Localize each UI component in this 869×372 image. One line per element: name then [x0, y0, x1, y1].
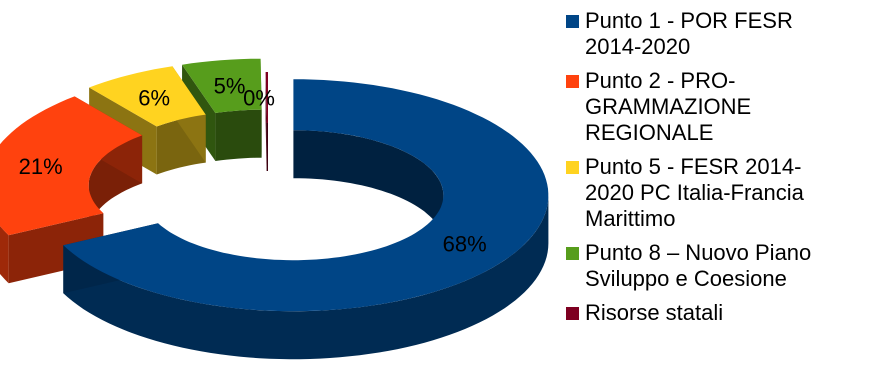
legend-label: Punto 5 - FESR 2014- 2020 PC Italia-Fran…: [585, 154, 804, 231]
legend-item-punto-2: Punto 2 - PRO- GRAMMAZIONE REGIONALE: [566, 68, 866, 146]
data-label: 0%: [243, 86, 275, 111]
data-label: 21%: [19, 154, 63, 179]
legend-swatch: [566, 247, 579, 260]
data-label: 68%: [443, 231, 487, 256]
legend-label: Punto 1 - POR FESR 2014-2020: [585, 8, 793, 59]
slice-3: [182, 58, 262, 162]
legend-swatch: [566, 75, 579, 88]
slice-0: [63, 79, 549, 360]
legend-label: Risorse statali: [585, 300, 724, 325]
legend-item-punto-1: Punto 1 - POR FESR 2014-2020: [566, 8, 866, 60]
legend-label: Punto 8 – Nuovo Piano Sviluppo e Coesion…: [585, 240, 812, 291]
data-label: 5%: [214, 73, 246, 98]
legend-swatch: [566, 307, 579, 320]
legend-swatch: [566, 15, 579, 28]
legend-label: Punto 2 - PRO- GRAMMAZIONE REGIONALE: [585, 68, 752, 145]
slice-4: [265, 72, 268, 172]
data-label: 6%: [138, 85, 170, 110]
legend-item-punto-5: Punto 5 - FESR 2014- 2020 PC Italia-Fran…: [566, 154, 866, 232]
legend-item-punto-8: Punto 8 – Nuovo Piano Sviluppo e Coesion…: [566, 240, 866, 292]
donut-chart: 68% 21% 6% 5%0%: [0, 58, 549, 360]
legend-swatch: [566, 161, 579, 174]
legend-item-risorse-statali: Risorse statali: [566, 300, 866, 326]
legend: Punto 1 - POR FESR 2014-2020 Punto 2 - P…: [566, 8, 866, 334]
